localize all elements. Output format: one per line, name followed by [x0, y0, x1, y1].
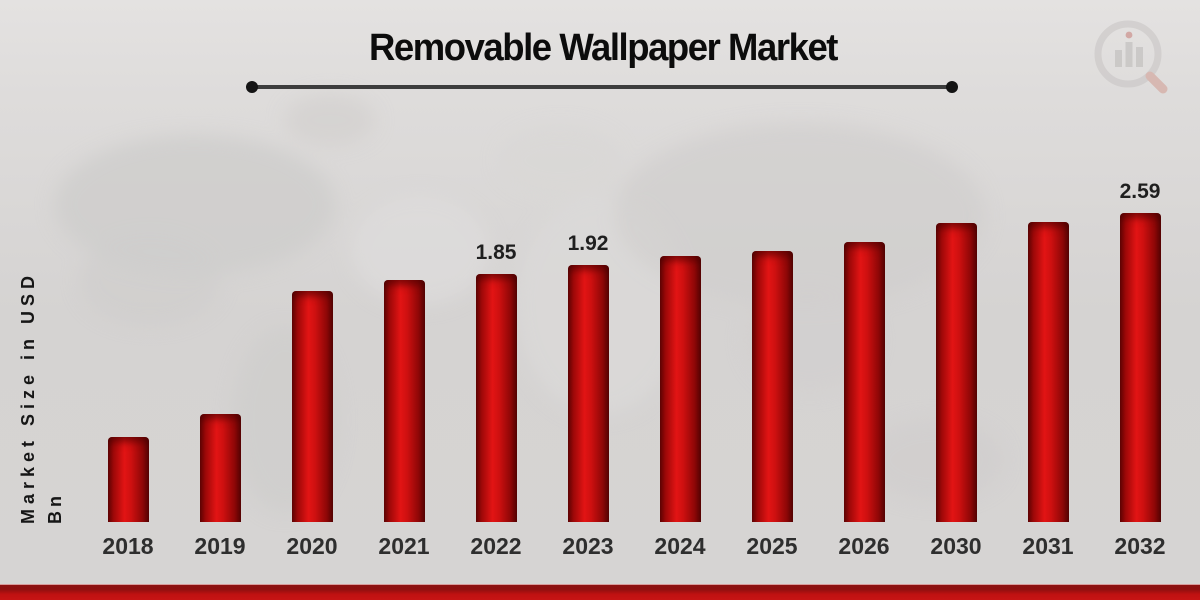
- bar-2030: [935, 223, 977, 522]
- x-tick-2031: 2031: [1022, 533, 1074, 559]
- bar-column-2021: [358, 140, 450, 522]
- x-tick-2030: 2030: [930, 533, 982, 559]
- y-axis-title-line1: Market Size in USD: [18, 270, 38, 524]
- y-axis-title: Market Size in USD Bn: [6, 168, 78, 528]
- bar-value-label-2023: 1.92: [567, 232, 609, 255]
- bar-column-2023: 1.92: [542, 140, 634, 522]
- bar-2020: [291, 291, 333, 522]
- underline-dot-left: [246, 81, 258, 93]
- x-tick-2026: 2026: [838, 533, 890, 559]
- bar-column-2025: [726, 140, 818, 522]
- bar-column-2032: 2.59: [1094, 140, 1186, 522]
- bar-2019: [199, 414, 241, 522]
- bar-2032: [1119, 213, 1161, 522]
- x-axis-row: 2018 2019 2020 2021 2022 2023 2024 2025 2026 2030…: [82, 533, 1186, 560]
- footer-red-strip: [0, 584, 1200, 600]
- x-tick-2023: 2023: [562, 533, 614, 559]
- y-axis-title-line2: Bn: [45, 492, 65, 524]
- x-tick-2032: 2032: [1114, 533, 1166, 559]
- page-title: Removable Wallpaper Market: [368, 27, 838, 69]
- x-tick-2020: 2020: [286, 533, 338, 559]
- x-tick-2021: 2021: [378, 533, 430, 559]
- bar-2026: [843, 242, 885, 522]
- bar-2022: [475, 274, 517, 522]
- x-tick-2025: 2025: [746, 533, 798, 559]
- bar-column-2020: [266, 140, 358, 522]
- bar-2018: [107, 437, 149, 522]
- bars-row: 1.85 1.92 2.59: [82, 140, 1186, 522]
- title-underline: [252, 85, 952, 89]
- bar-column-2024: [634, 140, 726, 522]
- x-tick-2022: 2022: [470, 533, 522, 559]
- bar-column-2019: [174, 140, 266, 522]
- bar-value-label-2032: 2.59: [1119, 180, 1161, 203]
- bar-column-2022: 1.85: [450, 140, 542, 522]
- bar-2023: [567, 265, 609, 522]
- magnifier-bar-chart-logo-icon: [1094, 20, 1168, 94]
- bar-2024: [659, 256, 701, 522]
- underline-dot-right: [946, 81, 958, 93]
- bar-2025: [751, 251, 793, 522]
- bar-column-2031: [1002, 140, 1094, 522]
- bar-column-2026: [818, 140, 910, 522]
- bar-2031: [1027, 222, 1069, 522]
- bar-value-label-2022: 1.85: [475, 241, 517, 264]
- x-tick-2018: 2018: [102, 533, 154, 559]
- x-tick-2024: 2024: [654, 533, 706, 559]
- x-tick-2019: 2019: [194, 533, 246, 559]
- bar-column-2030: [910, 140, 1002, 522]
- bar-column-2018: [82, 140, 174, 522]
- bar-2021: [383, 280, 425, 522]
